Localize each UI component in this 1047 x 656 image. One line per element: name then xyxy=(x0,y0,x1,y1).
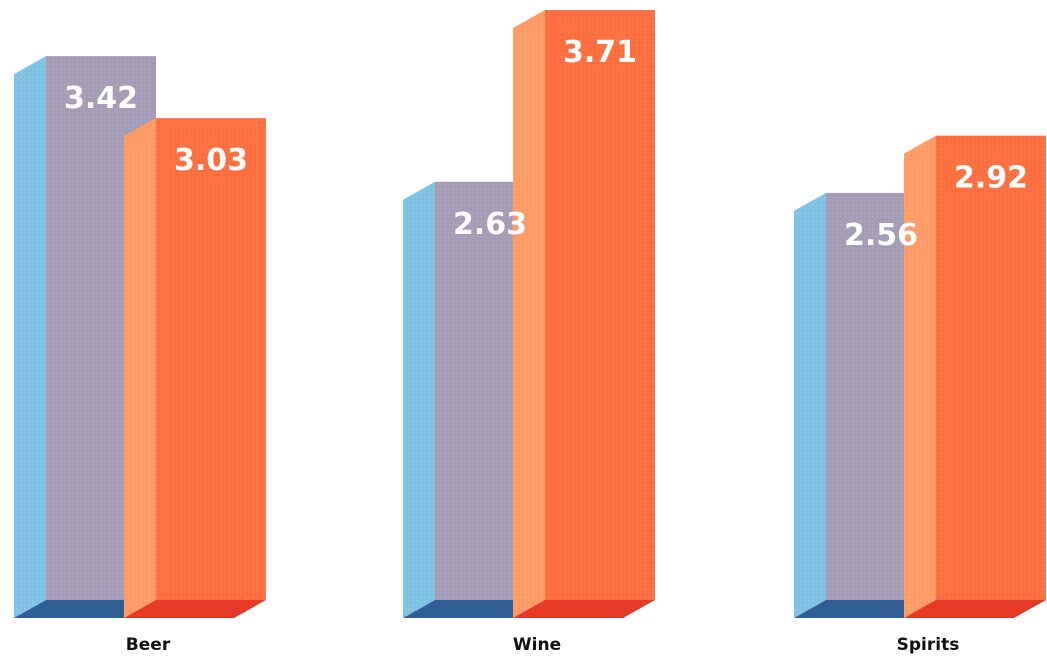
category-label-beer: Beer xyxy=(126,635,171,655)
bar-side-texture-beer-1 xyxy=(124,118,156,618)
bar-base-wine-1 xyxy=(513,600,655,618)
bar-side-texture-beer-0 xyxy=(14,56,46,619)
category-label-spirits: Spirits xyxy=(897,635,960,655)
bars-layer xyxy=(14,10,1046,619)
bar-side-texture-wine-0 xyxy=(403,181,435,618)
value-label-spirits-0: 2.56 xyxy=(844,218,918,253)
bar-base-spirits-0 xyxy=(794,600,936,618)
bar-base-beer-1 xyxy=(124,600,266,618)
value-label-beer-0: 3.42 xyxy=(64,81,138,116)
bar-base-beer-0 xyxy=(14,600,156,618)
value-label-spirits-1: 2.92 xyxy=(954,161,1028,196)
bar-side-texture-spirits-0 xyxy=(794,192,826,618)
bar-texture-wine-1 xyxy=(545,10,655,600)
bar-base-spirits-1 xyxy=(904,600,1046,618)
bar-side-texture-spirits-1 xyxy=(904,135,936,618)
labels-layer: 3.42 3.03 Beer 2.63 3.71 Wine 2.56 2.92 Spirits xyxy=(64,35,1028,655)
value-label-beer-1: 3.03 xyxy=(174,143,248,178)
bar-side-texture-wine-1 xyxy=(513,10,545,618)
bar-base-wine-0 xyxy=(403,600,545,618)
value-label-wine-1: 3.71 xyxy=(563,35,637,70)
bar-texture-spirits-1 xyxy=(936,135,1046,600)
category-label-wine: Wine xyxy=(513,635,561,655)
value-label-wine-0: 2.63 xyxy=(453,207,527,242)
bar-texture-beer-1 xyxy=(156,118,266,600)
